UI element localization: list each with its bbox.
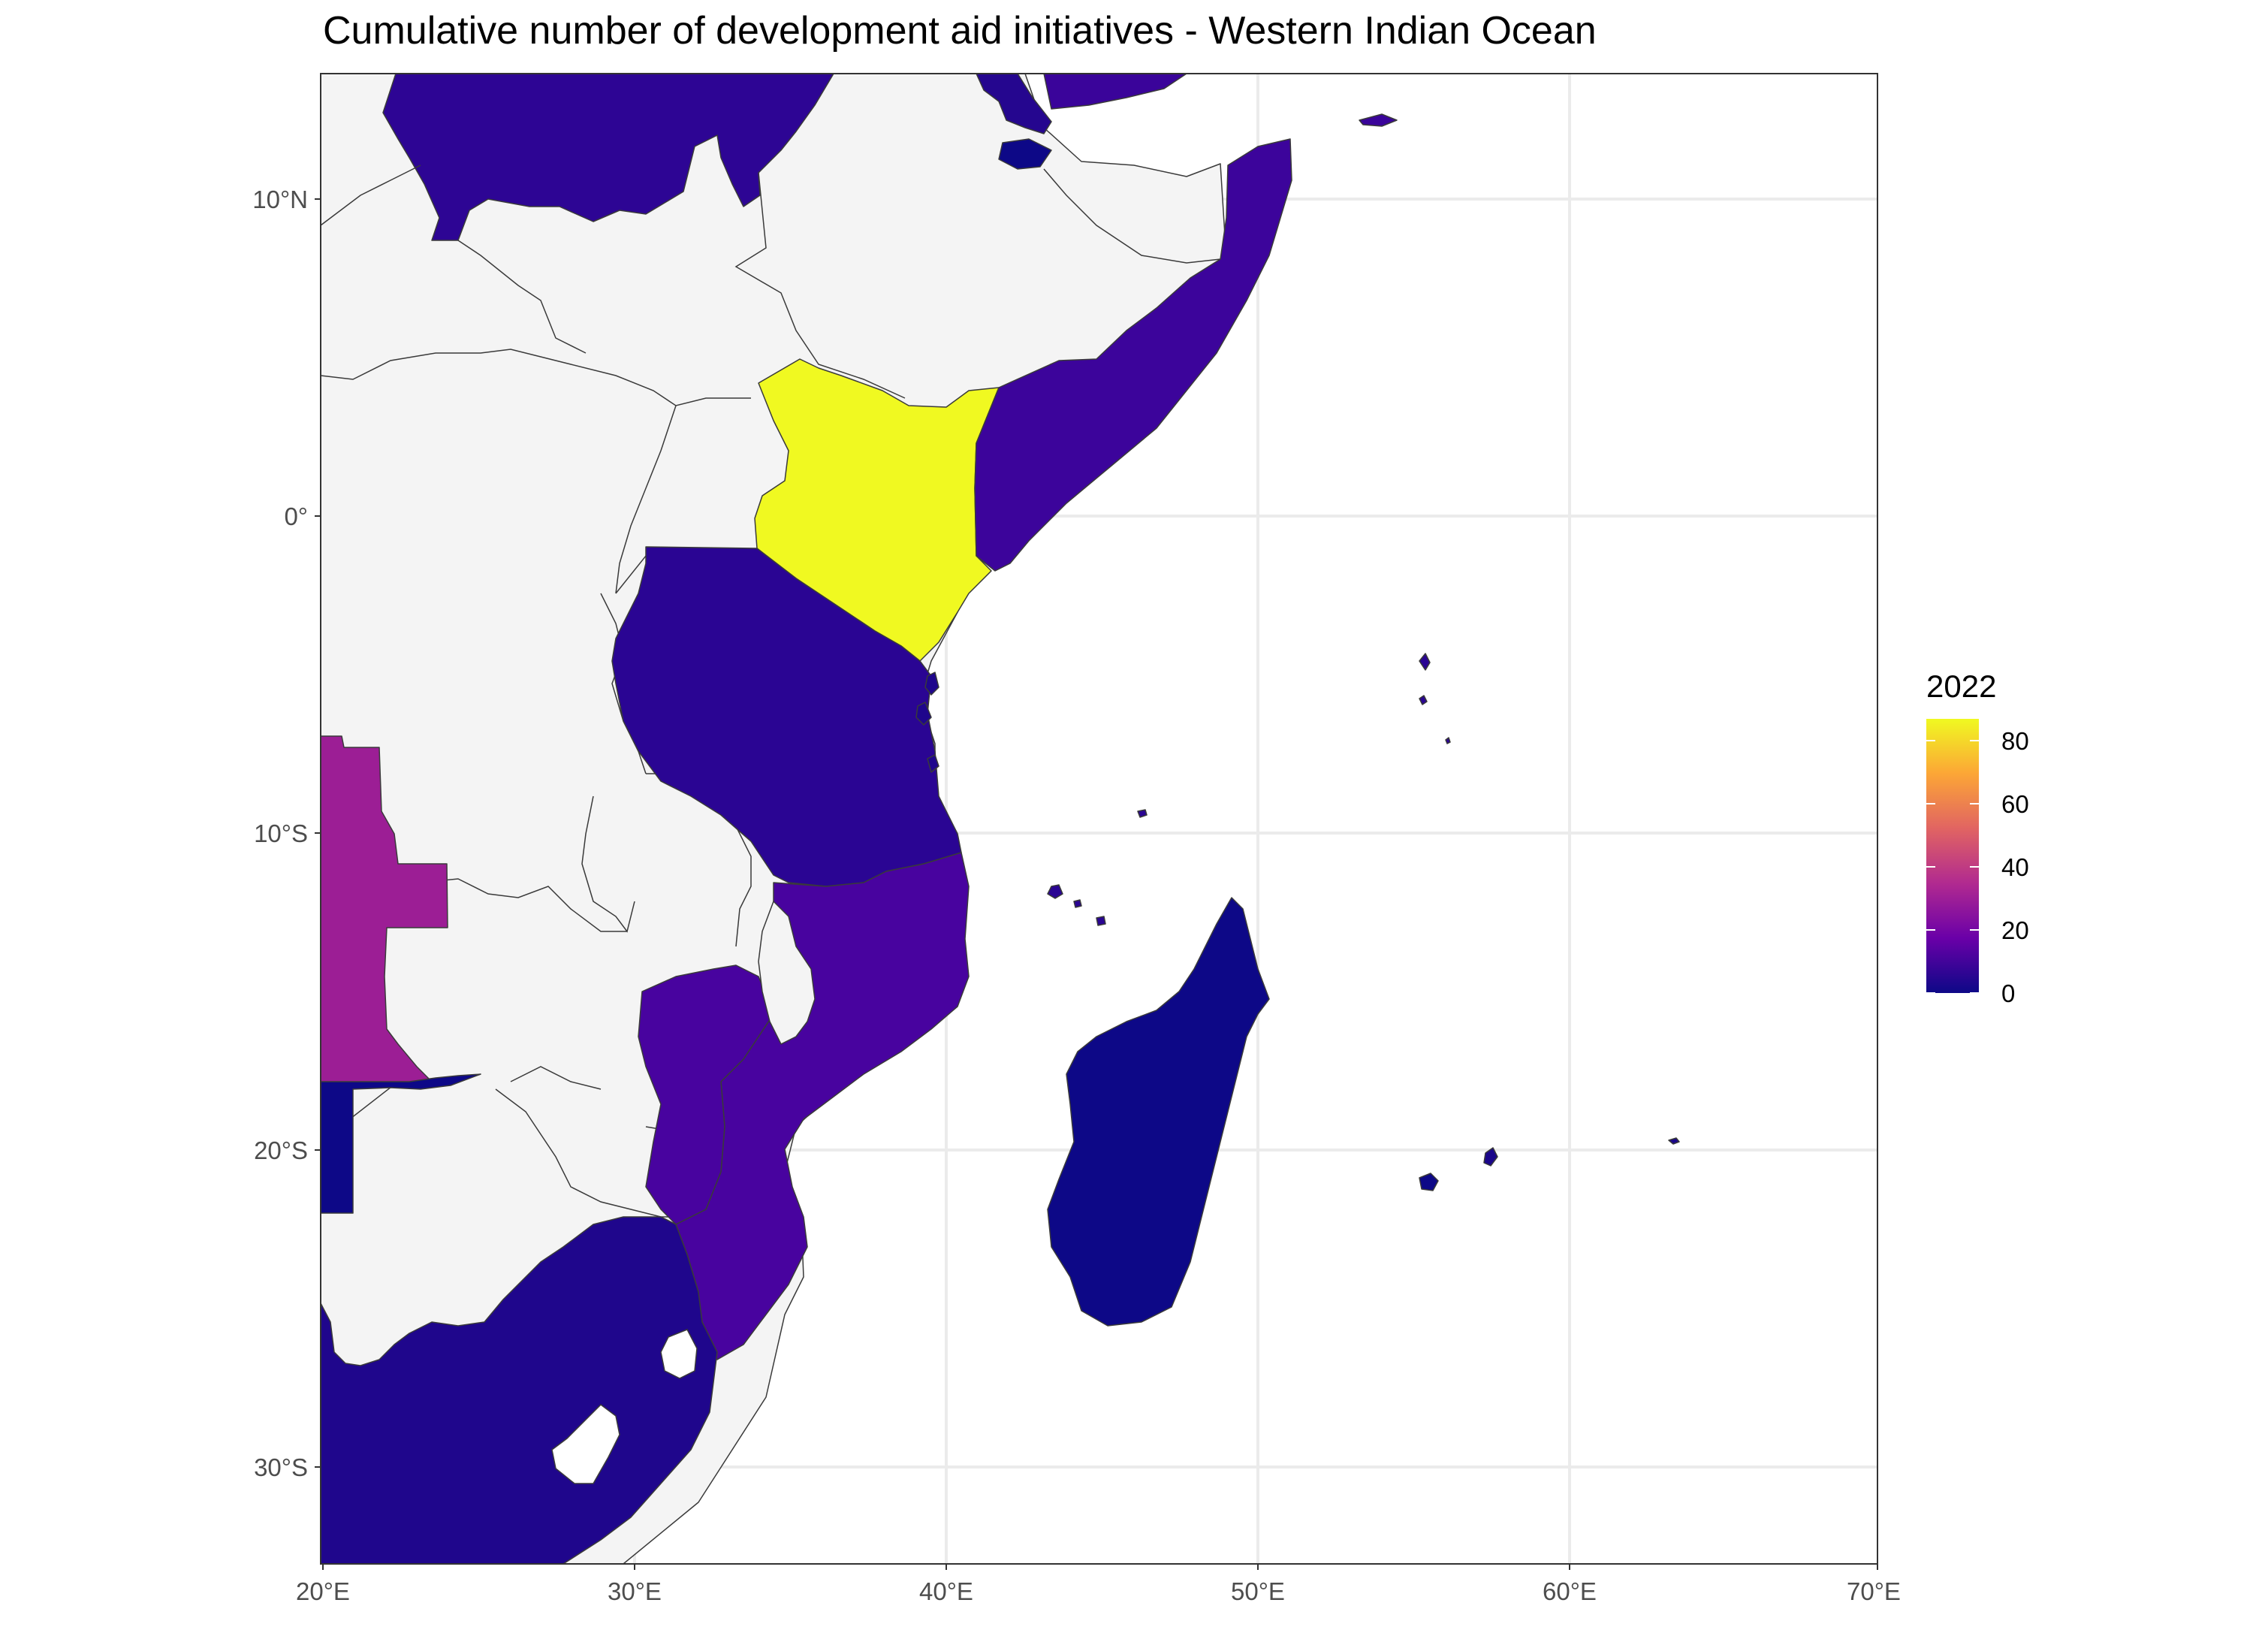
region-kenya [754, 358, 1000, 662]
panel-border [320, 73, 1878, 1565]
y-tick-label: 10°N [252, 186, 308, 213]
region-rodrigues [1668, 1137, 1680, 1145]
region-somalia [974, 138, 1292, 572]
x-tick-label: 40°E [919, 1577, 973, 1605]
x-tick-label: 70°E [1847, 1577, 1901, 1605]
region-reunion [1419, 1173, 1439, 1191]
x-tick-label: 30°E [608, 1577, 662, 1605]
y-tick-label: 30°S [254, 1453, 308, 1481]
legend-label: 20 [2001, 916, 2029, 944]
region-namibia [321, 1073, 481, 1214]
region-madagascar [1047, 897, 1270, 1327]
region-yemen [1043, 74, 1187, 110]
legend: 2022 80 60 40 20 0 [1926, 669, 2029, 1007]
countries [321, 74, 1680, 1564]
legend-label: 60 [2001, 790, 2029, 818]
region-mauritius [1483, 1147, 1498, 1167]
region-zanzibar [915, 672, 939, 773]
region-socotra [1359, 113, 1398, 127]
region-comoros [1047, 884, 1106, 926]
region-zimbabwe [638, 964, 774, 1225]
region-seychelles [1137, 653, 1451, 818]
y-tick-label: 20°S [254, 1136, 308, 1164]
region-malawi [758, 900, 816, 1046]
legend-ticks [1926, 740, 1979, 994]
region-sudan [382, 74, 834, 241]
legend-title: 2022 [1926, 669, 1996, 704]
axis-tick-marks [315, 198, 1878, 1570]
region-lesotho [551, 1404, 620, 1484]
region-djibouti [998, 138, 1052, 170]
x-tick-label: 60°E [1543, 1577, 1597, 1605]
chart-title: Cumulative number of development aid ini… [323, 9, 1597, 53]
x-axis-labels: 20°E 30°E 40°E 50°E 60°E 70°E [296, 1577, 1901, 1605]
legend-label: 0 [2001, 980, 2015, 1007]
y-tick-label: 10°S [254, 820, 308, 847]
x-tick-label: 50°E [1231, 1577, 1285, 1605]
y-axis-labels: 10°N 0° 10°S 20°S 30°S [252, 186, 308, 1481]
legend-label: 80 [2001, 727, 2029, 755]
region-eswatini [660, 1329, 698, 1379]
y-tick-label: 0° [284, 503, 308, 530]
legend-label: 40 [2001, 853, 2029, 881]
region-south-africa [321, 1216, 718, 1564]
region-eritrea [976, 74, 1052, 134]
legend-colorbar [1926, 719, 1979, 993]
x-tick-label: 20°E [296, 1577, 350, 1605]
